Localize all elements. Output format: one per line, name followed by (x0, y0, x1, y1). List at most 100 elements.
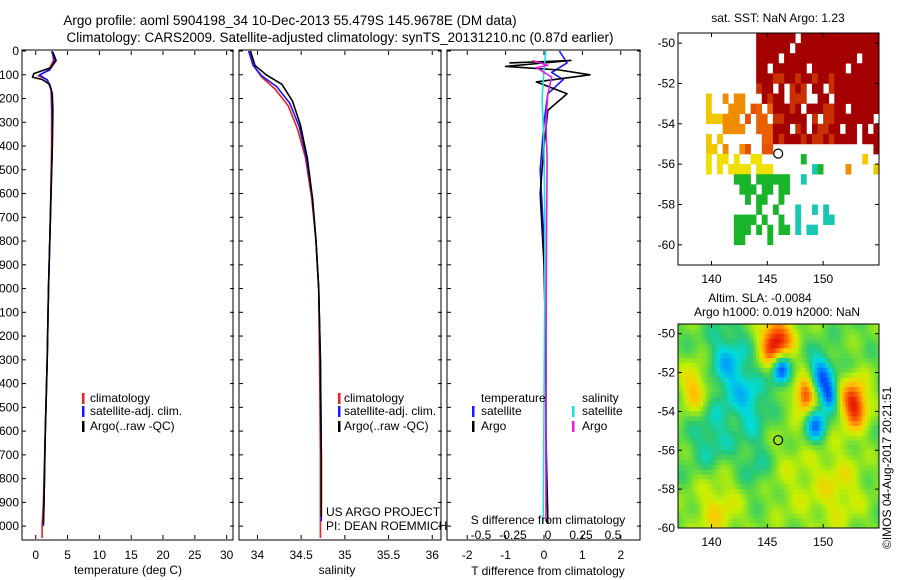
sla-cell (814, 498, 818, 505)
sla-cell (814, 324, 818, 330)
sst-cell (795, 103, 802, 114)
sla-cell (753, 450, 757, 456)
sla-cell (761, 440, 765, 446)
sst-cell (800, 133, 807, 145)
sla-cell (870, 484, 874, 490)
x2-tick-1: -0.5 (471, 528, 492, 542)
sla-cell (697, 382, 701, 388)
sla-cell (708, 450, 712, 456)
sla-cell (795, 387, 799, 393)
sla-cell (845, 489, 849, 495)
sla-cell (837, 372, 841, 378)
sla-cell (812, 460, 816, 466)
sla-cell (775, 498, 779, 505)
sla-cell (792, 421, 796, 427)
sla-cell (865, 455, 869, 461)
sla-cell (722, 392, 726, 398)
sla-cell (786, 489, 791, 495)
sla-cell (823, 426, 827, 432)
sla-cell (758, 513, 763, 519)
sla-cell (817, 494, 821, 500)
sla-cell (770, 353, 774, 359)
sla-cell (820, 518, 824, 524)
sst-cell (761, 93, 768, 104)
sla-cell (867, 435, 872, 441)
sla-cell (697, 474, 701, 480)
sst-cell (851, 53, 857, 64)
sla-cell (856, 416, 860, 422)
sla-cell (789, 328, 793, 335)
sla-cell (806, 324, 810, 330)
sla-cell (719, 518, 724, 524)
sla-cell (686, 406, 690, 412)
sla-cell (781, 421, 785, 427)
sla-cell (820, 455, 824, 461)
sla-cell (851, 328, 855, 335)
sla-cell (856, 435, 860, 441)
sla-cell (722, 372, 726, 378)
series-line (541, 50, 547, 524)
sla-cell (781, 387, 785, 393)
sla-cell (853, 401, 858, 407)
sla-cell (689, 479, 693, 485)
sla-cell (823, 445, 827, 451)
sla-cell (862, 392, 866, 398)
sla-cell (867, 328, 872, 335)
sla-cell (708, 484, 712, 490)
sla-cell (728, 348, 732, 354)
sst-cell (817, 83, 824, 94)
sla-cell (856, 484, 860, 490)
sla-cell (772, 503, 777, 509)
sla-cell (848, 440, 852, 446)
sla-cell (853, 348, 858, 354)
sla-cell (719, 406, 724, 412)
sst-cell (862, 53, 869, 64)
sla-cell (856, 338, 860, 344)
sla-cell (825, 416, 830, 422)
sla-cell (742, 455, 746, 461)
sla-cell (803, 469, 807, 475)
sla-cell (736, 440, 740, 446)
sla-cell (778, 377, 782, 383)
sla-cell (809, 464, 813, 471)
sla-cell (758, 401, 763, 407)
y-tick-label: 400 (0, 139, 19, 153)
sla-cell (870, 435, 874, 441)
sla-cell (809, 460, 813, 466)
sla-cell (825, 348, 830, 354)
sla-cell (851, 494, 855, 500)
sla-cell (686, 460, 690, 466)
sla-cell (736, 396, 740, 403)
sla-cell (817, 469, 821, 475)
sla-cell (680, 396, 684, 403)
sla-cell (837, 392, 841, 398)
sla-cell (800, 479, 805, 485)
sla-cell (733, 343, 738, 349)
sla-cell (764, 338, 768, 344)
sla-cell (823, 353, 827, 359)
sst-cell (772, 43, 779, 54)
sla-cell (800, 324, 805, 330)
sla-cell (812, 362, 816, 369)
sla-cell (831, 523, 835, 528)
sla-cell (767, 508, 771, 514)
sla-cell (828, 474, 832, 480)
sla-cell (711, 392, 715, 398)
sla-cell (820, 498, 824, 505)
sla-cell (786, 353, 791, 359)
sla-cell (848, 430, 852, 437)
sla-cell (731, 396, 735, 403)
sla-cell (809, 353, 813, 359)
sla-cell (683, 382, 687, 388)
sla-cell (786, 523, 791, 528)
sla-cell (678, 435, 682, 441)
sla-cell (756, 440, 760, 446)
sla-cell (800, 343, 805, 349)
sla-cell (834, 396, 838, 403)
sla-cell (680, 469, 684, 475)
sla-cell (719, 367, 724, 373)
sla-cell (812, 440, 816, 446)
sla-cell (800, 518, 805, 524)
sla-cell (865, 353, 869, 359)
sla-cell (839, 484, 844, 490)
